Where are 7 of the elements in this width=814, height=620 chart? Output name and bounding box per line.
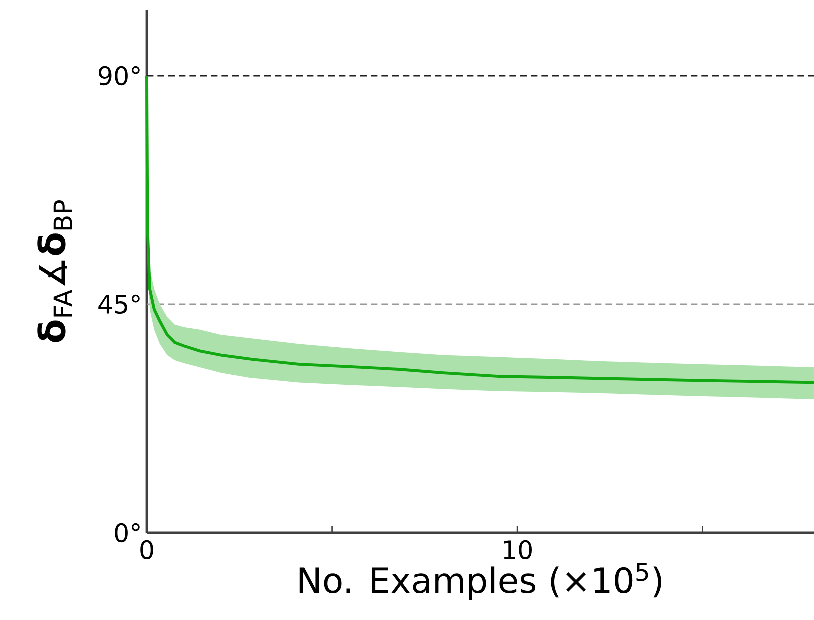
y-tick-label: 90° bbox=[98, 66, 140, 86]
y-axis-title: δ$_{FA}$∡δ$_{BP}$ bbox=[38, 200, 72, 342]
x-tick-label: 0 bbox=[140, 540, 154, 560]
y-tick-label: 0° bbox=[115, 523, 140, 543]
x-axis-title: No. Examples (×10$^{5}$) bbox=[300, 563, 662, 600]
x-tick-label: 10 bbox=[504, 540, 532, 560]
y-tick-label: 45° bbox=[98, 294, 140, 314]
